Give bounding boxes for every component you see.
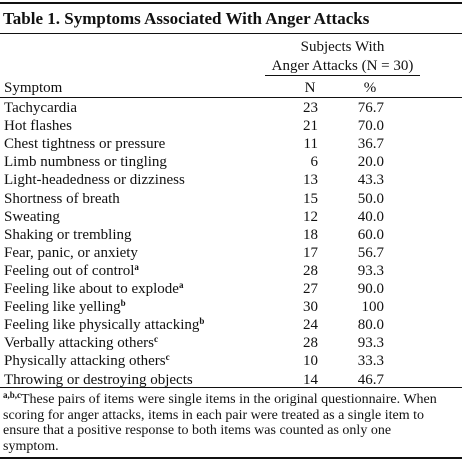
column-header: % bbox=[363, 80, 377, 96]
symptom: Shortness of breath bbox=[4, 190, 120, 208]
n-value: 15 bbox=[303, 190, 318, 207]
n-value: 6 bbox=[310, 154, 319, 171]
pct-value: 33.3 bbox=[357, 353, 384, 370]
symptom: Sweating bbox=[4, 208, 60, 226]
symptom-label: Fear, panic, or anxiety bbox=[4, 244, 138, 261]
symptom-label: Feeling out of control bbox=[4, 262, 135, 279]
pct-value: 76.7 bbox=[357, 100, 384, 116]
n-value: 24 bbox=[303, 317, 318, 334]
n-value: 11 bbox=[303, 136, 318, 153]
n-value: 23 bbox=[303, 100, 318, 116]
symptom: Chest tightness or pressure bbox=[4, 135, 165, 153]
n-value: 21 bbox=[303, 118, 318, 135]
group-header: Anger Attacks (N = 30) bbox=[271, 58, 414, 74]
symptom-label: Tachycardia bbox=[4, 100, 78, 116]
symptom-label: Limb numbness or tingling bbox=[4, 154, 167, 171]
symptom: Feeling like yellingb bbox=[4, 298, 126, 316]
n-value: 12 bbox=[303, 208, 318, 225]
footnote-marks: a,b,c bbox=[3, 390, 21, 400]
footnote-mark: c bbox=[153, 334, 158, 345]
symptom: Feeling out of controla bbox=[4, 262, 139, 280]
rule bbox=[0, 2, 462, 4]
symptom-label: Light-headedness or dizziness bbox=[4, 172, 185, 189]
n-value: 28 bbox=[303, 262, 318, 279]
symptom: Physically attacking othersc bbox=[4, 352, 170, 370]
pct-value: 56.7 bbox=[357, 244, 384, 261]
rule bbox=[0, 457, 462, 459]
symptom: Limb numbness or tingling bbox=[4, 153, 167, 171]
pct-value: 43.3 bbox=[357, 172, 384, 189]
pct-value: 80.0 bbox=[357, 317, 384, 334]
footnote: a,b,cThese pairs of items were single it… bbox=[3, 390, 443, 454]
pct-value: 60.0 bbox=[357, 226, 384, 243]
symptom-label: Physically attacking others bbox=[4, 353, 166, 370]
rule bbox=[0, 33, 462, 34]
rule bbox=[0, 97, 462, 98]
pct-value: 70.0 bbox=[357, 118, 384, 135]
n-value: 30 bbox=[303, 299, 318, 316]
pct-value: 50.0 bbox=[357, 190, 384, 207]
pct-value: 20.0 bbox=[357, 154, 384, 171]
rule bbox=[265, 75, 420, 76]
symptom-label: Shortness of breath bbox=[4, 190, 120, 207]
n-value: 10 bbox=[303, 353, 318, 370]
n-value: 28 bbox=[303, 335, 318, 352]
symptom-label: Shaking or trembling bbox=[4, 226, 132, 243]
symptom: Hot flashes bbox=[4, 117, 72, 135]
title: Table 1. Symptoms Associated With Anger … bbox=[3, 9, 370, 28]
symptom-label: Sweating bbox=[4, 208, 60, 225]
symptom-label: Throwing or destroying objects bbox=[4, 371, 193, 388]
symptom: Feeling like physically attackingb bbox=[4, 316, 204, 334]
pct-value: 46.7 bbox=[357, 371, 384, 388]
symptom: Verbally attacking othersc bbox=[4, 334, 158, 352]
rule bbox=[0, 387, 462, 388]
footnote-mark: b bbox=[120, 298, 126, 309]
symptom: Feeling like about to explodea bbox=[4, 280, 183, 298]
symptom: Shaking or trembling bbox=[4, 226, 132, 244]
footnote-mark: a bbox=[134, 261, 139, 272]
n-value: 14 bbox=[303, 371, 318, 388]
n-value: 18 bbox=[303, 226, 318, 243]
footnote-mark: c bbox=[165, 352, 170, 363]
column-header: N bbox=[304, 80, 316, 96]
symptom-label: Verbally attacking others bbox=[4, 335, 154, 352]
footnote-mark: b bbox=[199, 316, 205, 327]
n-value: 13 bbox=[303, 172, 318, 189]
n-value: 17 bbox=[303, 244, 318, 261]
pct-value: 36.7 bbox=[357, 136, 384, 153]
symptom: Light-headedness or dizziness bbox=[4, 171, 185, 189]
symptom: Fear, panic, or anxiety bbox=[4, 244, 138, 262]
pct-value: 93.3 bbox=[357, 335, 384, 352]
symptom-label: Hot flashes bbox=[4, 118, 72, 135]
footnote-mark: a bbox=[178, 280, 184, 290]
n-value: 27 bbox=[303, 281, 318, 297]
symptom-label: Chest tightness or pressure bbox=[4, 136, 166, 153]
symptom: Tachycardia bbox=[4, 99, 77, 117]
pct-value: 100 bbox=[361, 299, 385, 316]
column-header: Symptom bbox=[4, 80, 63, 96]
pct-value: 90.0 bbox=[357, 281, 384, 297]
symptom: Throwing or destroying objects bbox=[4, 371, 193, 389]
symptom-label: Feeling like yelling bbox=[4, 299, 121, 316]
footnote-text: These pairs of items were single items i… bbox=[3, 392, 437, 454]
group-header: Subjects With bbox=[300, 39, 385, 55]
symptom-label: Feeling like about to explode bbox=[4, 281, 179, 297]
pct-value: 40.0 bbox=[357, 208, 384, 225]
pct-value: 93.3 bbox=[357, 262, 384, 279]
symptom-label: Feeling like physically attacking bbox=[4, 317, 200, 334]
